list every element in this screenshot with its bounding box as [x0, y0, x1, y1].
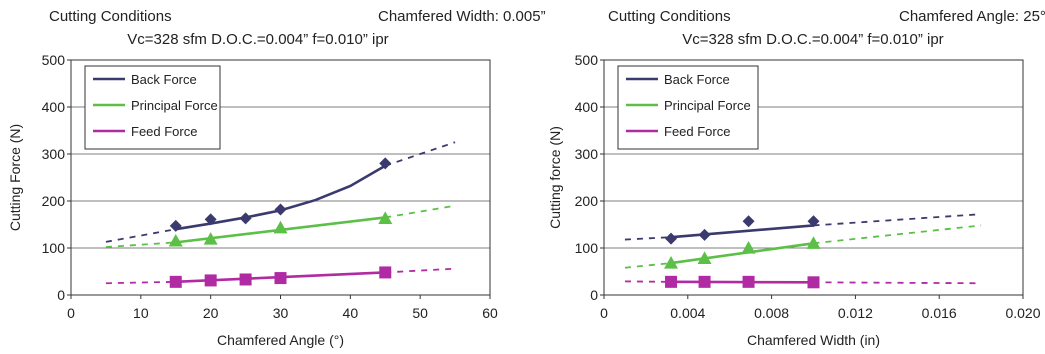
- legend-label: Feed Force: [131, 124, 197, 139]
- data-point: [204, 213, 217, 226]
- trend-solid: [670, 224, 814, 239]
- x-tick-label: 0.004: [670, 305, 705, 321]
- header-conditions: Cutting Conditions: [49, 8, 172, 25]
- y-tick-label: 100: [42, 240, 66, 256]
- y-tick-label: 100: [575, 240, 599, 256]
- y-tick-label: 500: [42, 52, 66, 68]
- legend-label: Back Force: [664, 72, 730, 87]
- data-point: [204, 274, 217, 287]
- chart-2: Cutting Conditions Chamfered Angle: 25° Vc…: [547, 8, 1045, 348]
- data-point: [169, 219, 182, 232]
- chart-1: Cutting Conditions Chamfered Width: 0.005…: [7, 8, 546, 348]
- data-point: [169, 275, 182, 288]
- header-fixed-parameter: Chamfered Width: 0.005”: [378, 8, 546, 25]
- y-tick-label: 0: [590, 287, 598, 303]
- series-back-force: [105, 141, 456, 243]
- data-point: [378, 211, 393, 224]
- data-point: [379, 266, 392, 279]
- series-principal-force: [624, 224, 982, 269]
- y-tick-label: 500: [575, 52, 599, 68]
- x-tick-label: 30: [273, 305, 289, 321]
- trend-dashed-end: [384, 141, 456, 167]
- legend-label: Principal Force: [664, 98, 751, 113]
- x-tick-label: 0.008: [754, 305, 789, 321]
- y-axis-label: Cutting force (N): [547, 126, 563, 229]
- y-axis-label: Cutting Force (N): [7, 124, 23, 231]
- series-principal-force: [105, 204, 456, 248]
- data-point: [806, 236, 821, 249]
- x-tick-label: 10: [133, 305, 149, 321]
- trend-dashed-start: [105, 280, 176, 285]
- y-tick-label: 200: [575, 193, 599, 209]
- x-tick-label: 50: [412, 305, 428, 321]
- trend-dashed-start: [105, 228, 176, 243]
- data-point: [741, 241, 756, 254]
- data-point: [274, 272, 287, 285]
- x-axis-label: Chamfered Angle (°): [217, 332, 344, 348]
- x-tick-label: 0: [67, 305, 75, 321]
- data-point: [742, 275, 755, 288]
- trend-dashed-end: [813, 213, 982, 227]
- y-tick-label: 400: [42, 99, 66, 115]
- x-tick-label: 0: [600, 305, 608, 321]
- data-point: [697, 251, 712, 264]
- data-point: [203, 232, 218, 245]
- series-feed-force: [105, 266, 456, 288]
- trend-dashed-start: [624, 236, 672, 241]
- data-point: [168, 233, 183, 247]
- data-point: [698, 228, 711, 241]
- y-tick-label: 400: [575, 99, 599, 115]
- data-point: [698, 275, 711, 288]
- legend-label: Back Force: [131, 72, 197, 87]
- data-point: [239, 212, 252, 225]
- header-cutting-parameters: Vc=328 sfm D.O.C.=0.004” f=0.010” ipr: [127, 31, 388, 48]
- x-tick-label: 0.020: [1005, 305, 1040, 321]
- plot-area: [70, 59, 491, 296]
- data-point: [742, 215, 755, 228]
- legend-label: Feed Force: [664, 124, 730, 139]
- legend: Back Force Principal Force Feed Force: [84, 65, 221, 150]
- trend-dashed-end: [385, 204, 456, 219]
- data-point: [807, 215, 820, 228]
- trend-dashed-start: [624, 262, 672, 269]
- y-tick-label: 300: [42, 146, 66, 162]
- y-tick-label: 200: [42, 193, 66, 209]
- x-axis-label: Chamfered Width (in): [747, 332, 880, 348]
- data-point: [239, 273, 252, 286]
- x-tick-label: 0.012: [838, 305, 873, 321]
- header-fixed-parameter: Chamfered Angle: 25°: [899, 8, 1045, 25]
- header-cutting-parameters: Vc=328 sfm D.O.C.=0.004” f=0.010” ipr: [682, 31, 943, 48]
- data-point: [665, 232, 678, 245]
- series-feed-force: [624, 275, 982, 289]
- y-tick-label: 300: [575, 146, 599, 162]
- x-tick-label: 20: [203, 305, 219, 321]
- data-point: [274, 203, 287, 216]
- data-point: [664, 256, 679, 269]
- data-point: [665, 275, 678, 288]
- trend-dashed-end: [813, 281, 982, 285]
- series-back-force: [624, 213, 982, 245]
- legend-box: [84, 65, 221, 150]
- x-tick-label: 60: [482, 305, 498, 321]
- legend: Back Force Principal Force Feed Force: [617, 65, 759, 150]
- data-point: [379, 157, 392, 170]
- header-conditions: Cutting Conditions: [608, 8, 731, 25]
- x-tick-label: 0.016: [922, 305, 957, 321]
- trend-dashed-start: [105, 241, 176, 248]
- trend-dashed-end: [813, 224, 982, 245]
- plot-area: [603, 59, 1024, 296]
- data-point: [273, 220, 288, 234]
- legend-label: Principal Force: [131, 98, 218, 113]
- y-tick-label: 0: [57, 287, 65, 303]
- trend-dashed-end: [385, 267, 456, 274]
- x-tick-label: 40: [343, 305, 359, 321]
- data-point: [807, 276, 820, 289]
